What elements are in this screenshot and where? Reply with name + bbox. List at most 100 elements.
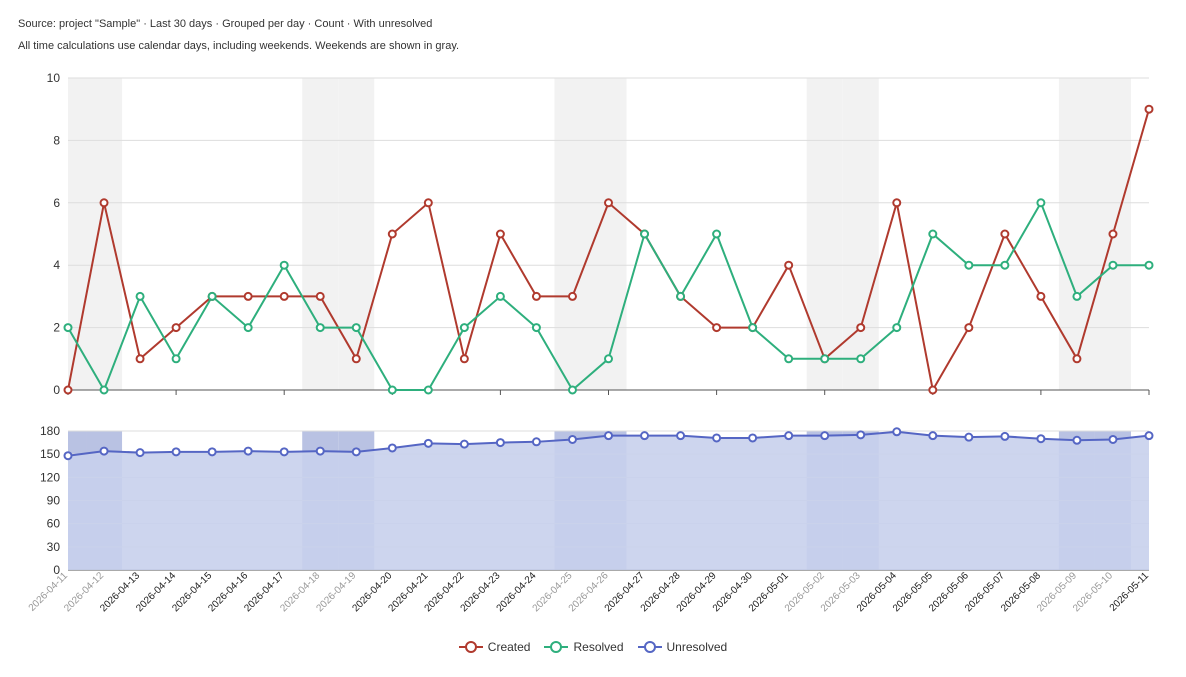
created-point: [928, 385, 938, 395]
resolved-point: [892, 323, 902, 333]
unresolved-point: [1036, 434, 1046, 444]
legend-label-resolved: Resolved: [573, 640, 624, 654]
created-point: [495, 229, 505, 239]
unresolved-point: [1144, 431, 1154, 441]
y-tick-label: 10: [47, 71, 61, 85]
created-point: [567, 291, 577, 301]
y-tick-label: 120: [40, 470, 60, 484]
resolved-point: [171, 354, 181, 364]
legend-label-unresolved: Unresolved: [666, 640, 728, 654]
resolved-point: [640, 229, 650, 239]
legend-item-created[interactable]: Created: [458, 640, 530, 654]
x-tick-label: 2026-05-11: [1108, 570, 1152, 614]
created-legend-icon: [458, 641, 483, 653]
y-tick-label: 60: [47, 517, 61, 531]
weekend-band-top: [302, 78, 339, 390]
unresolved-point: [279, 447, 289, 457]
unresolved-point: [1108, 434, 1118, 444]
unresolved-point: [459, 439, 469, 449]
created-point: [1000, 229, 1010, 239]
resolved-point: [1108, 260, 1118, 270]
unresolved-point: [964, 432, 974, 442]
created-point: [351, 354, 361, 364]
unresolved-point: [63, 451, 73, 461]
resolved-point: [1000, 260, 1010, 270]
unresolved-point: [928, 431, 938, 441]
unresolved-point: [1000, 431, 1010, 441]
created-point: [531, 291, 541, 301]
unresolved-point: [676, 431, 686, 441]
created-point: [279, 291, 289, 301]
legend-item-unresolved[interactable]: Unresolved: [637, 640, 728, 654]
unresolved-point: [820, 431, 830, 441]
weekend-band-top: [1058, 78, 1095, 390]
y-tick-label: 150: [40, 447, 60, 461]
created-point: [964, 323, 974, 333]
note-line: All time calculations use calendar days,…: [18, 40, 460, 52]
created-point: [1072, 354, 1082, 364]
created-point: [712, 323, 722, 333]
resolved-point: [351, 323, 361, 333]
weekend-band-top: [338, 78, 375, 390]
resolved-point: [1036, 198, 1046, 208]
resolved-point: [315, 323, 325, 333]
resolved-point: [1072, 291, 1082, 301]
unresolved-point: [640, 431, 650, 441]
unresolved-point: [748, 433, 758, 443]
resolved-point: [99, 385, 109, 395]
unresolved-point: [495, 438, 505, 448]
weekend-band-top: [68, 78, 87, 390]
created-point: [784, 260, 794, 270]
resolved-legend-icon: [544, 641, 569, 653]
resolved-point: [928, 229, 938, 239]
weekend-band-top: [842, 78, 879, 390]
created-point: [856, 323, 866, 333]
resolved-point: [784, 354, 794, 364]
created-point: [604, 198, 613, 208]
created-point: [171, 323, 181, 333]
created-point: [1144, 104, 1154, 114]
y-tick-label: 30: [47, 540, 61, 554]
unresolved-point: [351, 447, 361, 457]
y-tick-label: 90: [47, 494, 61, 508]
unresolved-point: [567, 434, 577, 444]
unresolved-point: [243, 446, 253, 456]
unresolved-point: [99, 446, 109, 456]
unresolved-point: [531, 437, 541, 447]
y-tick-label: 0: [53, 563, 60, 577]
unresolved-point: [315, 446, 325, 456]
y-tick-labels: 0 2 4 6 8 10 0 30 60 90 120 150 180: [40, 71, 60, 577]
unresolved-point: [784, 431, 794, 441]
created-point: [315, 291, 325, 301]
unresolved-point: [135, 448, 145, 458]
resolved-point: [604, 354, 613, 364]
y-tick-label: 6: [53, 196, 60, 210]
resolved-point: [459, 323, 469, 333]
resolved-point: [856, 354, 866, 364]
unresolved-point: [892, 427, 902, 437]
resolved-point: [748, 323, 758, 333]
y-tick-label: 4: [53, 258, 60, 272]
unresolved-point: [604, 431, 613, 441]
unresolved-point: [856, 430, 866, 440]
created-point: [99, 198, 109, 208]
legend-item-resolved[interactable]: Resolved: [544, 640, 624, 654]
resolved-point: [207, 291, 217, 301]
created-point: [1108, 229, 1118, 239]
resolved-point: [712, 229, 722, 239]
resolved-point: [531, 323, 541, 333]
y-tick-label: 8: [53, 133, 60, 147]
unresolved-point: [171, 447, 181, 457]
y-tick-label: 0: [53, 383, 60, 397]
resolved-point: [135, 291, 145, 301]
resolved-point: [387, 385, 397, 395]
unresolved-point: [712, 433, 722, 443]
unresolved-point: [387, 443, 397, 453]
created-point: [243, 291, 253, 301]
resolved-point: [1144, 260, 1154, 270]
source-line: Source: project "Sample" · Last 30 days …: [18, 18, 433, 30]
resolved-point: [567, 385, 577, 395]
created-point: [135, 354, 145, 364]
unresolved-point: [1072, 435, 1082, 445]
